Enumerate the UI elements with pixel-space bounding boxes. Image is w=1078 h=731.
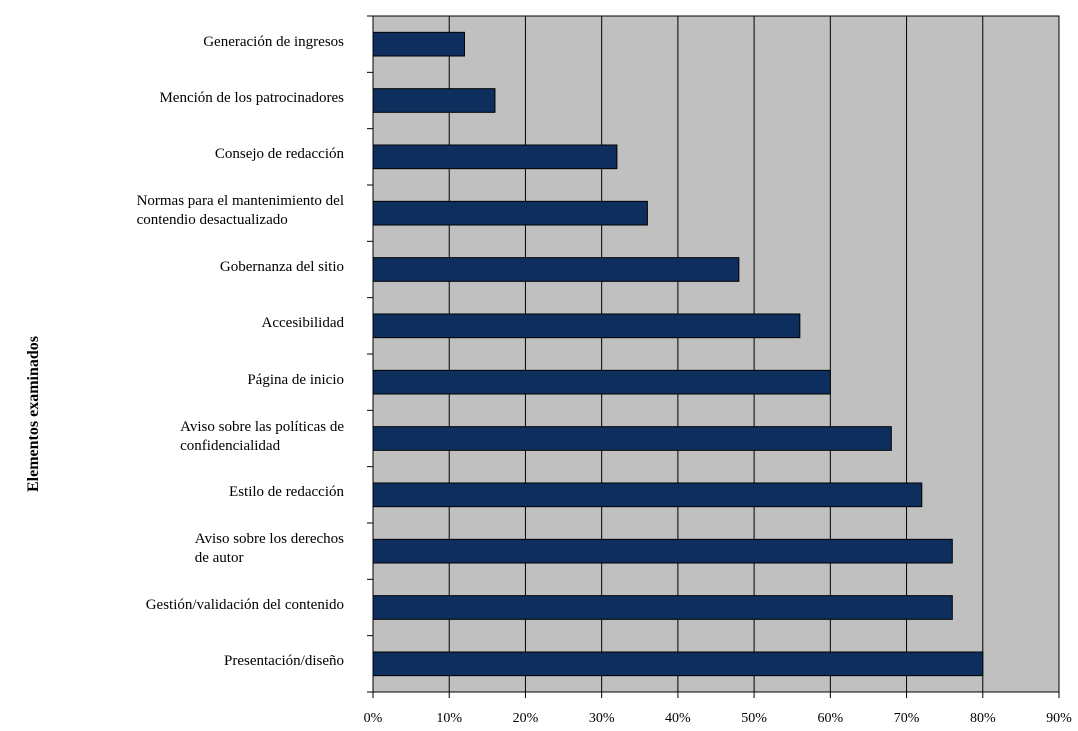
bar bbox=[372, 88, 496, 113]
category-label: Normas para el mantenimiento del contendi… bbox=[136, 193, 344, 229]
category-label: Gobernanza del sitio bbox=[219, 259, 344, 275]
bar bbox=[372, 651, 984, 677]
x-tick-label: 30% bbox=[589, 711, 615, 726]
bar bbox=[372, 257, 740, 282]
category-label: Aviso sobre los derechos de autor bbox=[194, 531, 344, 567]
category-label: Gestión/validación del contenido bbox=[145, 597, 344, 613]
x-tick-label: 0% bbox=[364, 711, 383, 726]
x-tick-labels: 0% 10% 20% 30% 40% 50% 60% 70% 80% 90% bbox=[364, 711, 1073, 726]
bar bbox=[372, 482, 923, 508]
bars bbox=[372, 31, 984, 677]
grid-lines bbox=[448, 16, 984, 692]
bar bbox=[372, 538, 953, 564]
x-tick-label: 80% bbox=[970, 711, 996, 726]
category-label: Mención de los patrocinadores bbox=[159, 90, 344, 106]
bar bbox=[372, 144, 618, 170]
category-label: Aviso sobre las políticas de confidencial… bbox=[180, 418, 344, 454]
x-tick-label: 70% bbox=[894, 711, 920, 726]
category-label: Presentación/diseño bbox=[224, 653, 344, 670]
bar bbox=[372, 595, 953, 620]
y-axis-title: Elementos examinados bbox=[25, 336, 42, 492]
x-tick-label: 10% bbox=[436, 711, 462, 726]
bar bbox=[372, 369, 831, 395]
x-tick-label: 60% bbox=[817, 711, 843, 726]
category-label: Página de inicio bbox=[247, 371, 344, 388]
bar bbox=[372, 200, 648, 226]
bar bbox=[372, 31, 465, 57]
x-tick-label: 20% bbox=[513, 711, 539, 726]
bar bbox=[372, 426, 892, 451]
category-label: Accesibilidad bbox=[261, 315, 344, 332]
category-label: Consejo de redacción bbox=[214, 146, 344, 163]
x-tick-label: 40% bbox=[665, 711, 691, 726]
category-label: Generación de ingresos bbox=[203, 33, 344, 50]
category-label: Estilo de redacción bbox=[229, 484, 344, 501]
axes bbox=[367, 15, 1060, 698]
x-tick-label: 90% bbox=[1046, 711, 1072, 726]
x-tick-label: 50% bbox=[741, 711, 767, 726]
plot-area bbox=[372, 15, 1060, 693]
bar bbox=[372, 313, 801, 339]
